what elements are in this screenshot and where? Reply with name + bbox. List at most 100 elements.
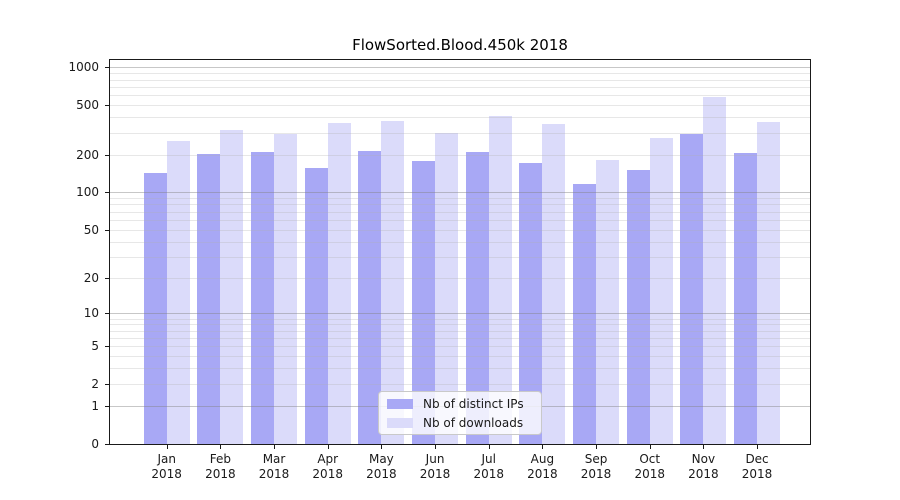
y-tick-50 [105, 229, 110, 231]
bar-downloads-jan [166, 140, 190, 444]
x-label-month: Jan [157, 452, 176, 466]
bar-downloads-jul [488, 116, 512, 444]
gridline-y-50 [110, 229, 810, 231]
y-tick-500 [105, 105, 110, 107]
x-label-month: Feb [209, 452, 231, 466]
gridline-y-600 [110, 95, 810, 97]
bar-distinct-ips-sep [573, 184, 597, 444]
x-tick-sep [596, 444, 598, 449]
gridline-y-700 [110, 86, 810, 88]
x-tick-jun [435, 444, 437, 449]
y-tick-label-200: 200 [76, 147, 99, 162]
x-tick-label-jan: Jan 2018 [137, 452, 197, 482]
y-tick-5 [105, 346, 110, 348]
x-tick-label-may: May 2018 [351, 452, 411, 482]
legend: Nb of distinct IPs Nb of downloads [378, 391, 542, 435]
gridline-y-100 [110, 192, 810, 194]
x-tick-mar [274, 444, 276, 449]
x-tick-jul [488, 444, 490, 449]
bar-downloads-nov [703, 97, 727, 444]
plot-area [109, 59, 811, 445]
x-tick-aug [542, 444, 544, 449]
x-label-year: 2018 [205, 467, 236, 481]
gridline-y-500 [110, 105, 810, 107]
y-tick-100 [105, 192, 110, 194]
bar-downloads-jun [435, 132, 459, 444]
y-tick-label-1000: 1000 [68, 60, 99, 75]
bar-distinct-ips-apr [304, 167, 328, 444]
gridline-y-9 [110, 318, 810, 320]
gridline-y-5 [110, 346, 810, 348]
x-tick-label-apr: Apr 2018 [298, 452, 358, 482]
bar-distinct-ips-oct [626, 169, 650, 444]
x-tick-label-dec: Dec 2018 [727, 452, 787, 482]
y-tick-label-0: 0 [91, 437, 99, 451]
x-label-year: 2018 [473, 467, 504, 481]
gridline-y-7 [110, 330, 810, 332]
y-tick-label-50: 50 [83, 222, 99, 237]
chart-title: FlowSorted.Blood.450k 2018 [352, 36, 568, 54]
y-tick-label-2: 2 [91, 377, 99, 392]
y-tick-10 [105, 313, 110, 315]
bar-downloads-feb [220, 129, 244, 444]
x-tick-label-mar: Mar 2018 [244, 452, 304, 482]
x-label-year: 2018 [419, 467, 451, 481]
gridline-y-80 [110, 204, 810, 206]
y-tick-0 [105, 444, 110, 445]
x-label-year: 2018 [366, 467, 397, 481]
x-label-month: Mar [262, 452, 286, 466]
bar-distinct-ips-aug [519, 162, 543, 444]
y-tick-200 [105, 154, 110, 156]
gridline-y-40 [110, 241, 810, 243]
gridline-y-20 [110, 278, 810, 280]
x-tick-label-oct: Oct 2018 [620, 452, 680, 482]
gridline-y-70 [110, 211, 810, 213]
gridline-y-3 [110, 368, 810, 370]
legend-swatch-downloads [387, 417, 413, 428]
gridline-y-300 [110, 132, 810, 134]
bar-distinct-ips-jun [412, 160, 436, 444]
bar-distinct-ips-nov [680, 133, 704, 444]
y-tick-label-5: 5 [91, 339, 99, 354]
x-tick-label-aug: Aug 2018 [512, 452, 572, 482]
y-tick-1000 [105, 67, 110, 69]
bar-downloads-oct [649, 138, 673, 444]
x-label-month: Sep [584, 452, 608, 466]
gridline-y-4 [110, 356, 810, 358]
legend-label-downloads: Nb of downloads [423, 415, 524, 430]
gridline-y-400 [110, 117, 810, 119]
gridline-y-1000 [110, 67, 810, 69]
y-tick-label-10: 10 [83, 306, 99, 321]
gridline-y-800 [110, 79, 810, 81]
y-tick-label-1: 1 [91, 399, 99, 414]
x-label-year: 2018 [151, 467, 182, 481]
gridline-y-8 [110, 324, 810, 326]
gridline-y-2 [110, 384, 810, 386]
x-tick-label-jul: Jul 2018 [459, 452, 519, 482]
bar-downloads-aug [542, 124, 566, 444]
gridline-y-60 [110, 219, 810, 221]
x-label-month: Dec [745, 452, 769, 466]
legend-label-distinct-ips: Nb of distinct IPs [423, 396, 524, 411]
x-label-month: May [368, 452, 394, 466]
x-tick-nov [703, 444, 705, 449]
x-tick-jan [166, 444, 168, 449]
legend-swatch-distinct-ips [387, 398, 413, 409]
x-label-year: 2018 [688, 467, 719, 481]
x-tick-oct [649, 444, 651, 449]
x-label-month: Jul [481, 452, 496, 466]
bar-downloads-mar [274, 134, 298, 444]
gridline-y-900 [110, 73, 810, 75]
gridline-y-30 [110, 256, 810, 258]
bar-distinct-ips-dec [734, 153, 758, 444]
bar-downloads-dec [757, 121, 781, 444]
bar-distinct-ips-mar [251, 152, 275, 444]
x-tick-label-feb: Feb 2018 [190, 452, 250, 482]
bar-distinct-ips-jul [465, 152, 489, 444]
bar-distinct-ips-feb [197, 153, 221, 444]
x-label-year: 2018 [312, 467, 343, 481]
gridline-y-10 [110, 313, 810, 315]
gridline-y-200 [110, 154, 810, 156]
bar-downloads-apr [327, 123, 351, 444]
